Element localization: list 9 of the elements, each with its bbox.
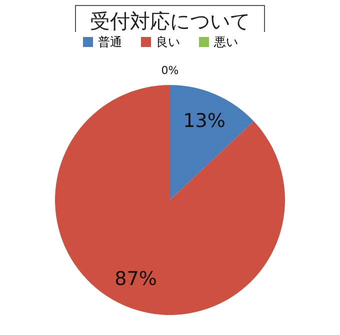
pie-slice (170, 85, 254, 200)
data-label: 87% (114, 268, 157, 290)
legend-label: 悪い (213, 35, 238, 49)
chart-title: 受付対応について (90, 9, 250, 33)
legend-label: 良い (156, 35, 180, 49)
data-label: 13% (183, 110, 226, 132)
text: 0% (161, 64, 179, 77)
legend-label: 普通 (98, 35, 122, 49)
pie-slice (55, 85, 285, 315)
